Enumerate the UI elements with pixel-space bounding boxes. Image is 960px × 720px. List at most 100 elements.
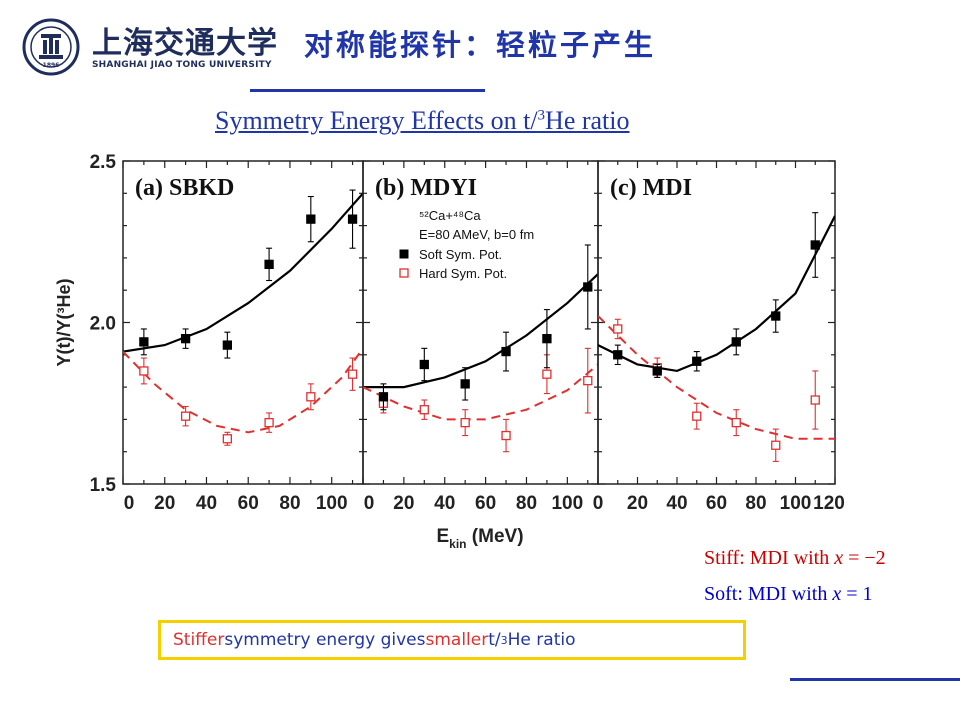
hard-point — [692, 411, 702, 421]
chart-panel-1: 0 20 40 60 80 100 (a) SBKD — [122, 160, 364, 514]
x-tick-label: 100 — [551, 493, 583, 514]
x-tick-label: 20 — [393, 493, 414, 514]
x-axis-label-unit: (MeV) — [467, 526, 524, 547]
hard-point — [264, 417, 274, 428]
hard-point — [419, 405, 429, 415]
panel-label: (c) MDI — [610, 175, 692, 201]
legend-stiff-prefix: Stiff: MDI with — [704, 547, 835, 569]
conclusion-word2: smaller — [425, 630, 489, 650]
conclusion-word1: Stiffer — [173, 630, 225, 650]
x-tick-label: 40 — [434, 493, 455, 514]
hard-point — [810, 395, 820, 405]
legend-soft-marker — [399, 249, 409, 259]
slide-subtitle: Symmetry Energy Effects on t/3He ratio — [215, 106, 630, 136]
school-name-en: SHANGHAI JIAO TONG UNIVERSITY — [92, 60, 272, 70]
chart-panel-2: 0 20 40 60 80 100 (b) MDYI — [362, 160, 599, 514]
panel-frame — [122, 160, 364, 485]
panel-frame — [597, 160, 836, 485]
title-underline — [250, 89, 485, 92]
soft-point — [583, 282, 593, 292]
x-tick-label: 60 — [706, 493, 727, 514]
soft-point — [652, 366, 662, 376]
chart-panel-3: 0 20 40 60 80 100 120 (c) MDI — [593, 160, 845, 514]
university-logo: 1896 — [22, 18, 80, 76]
hard-point — [731, 417, 741, 428]
x-tick-label: 40 — [196, 493, 217, 514]
ratio-chart: 1.5 2.0 2.5 Y(t)/Y(³He) 0 20 40 60 80 100 (a) SBKD… — [54, 152, 845, 551]
subtitle-prefix: Symmetry Energy Effects on t/ — [215, 106, 538, 135]
panel-label: (b) MDYI — [375, 175, 477, 201]
conclusion-sup: 3 — [500, 633, 508, 647]
x-tick-label: 0 — [124, 493, 135, 514]
x-tick-label: 80 — [516, 493, 537, 514]
legend-conditions: E=80 AMeV, b=0 fm — [419, 227, 534, 242]
soft-point — [771, 311, 781, 321]
footer-rule — [790, 678, 960, 681]
legend-soft: Soft: MDI with x = 1 — [704, 583, 873, 606]
legend-stiff-value: = −2 — [843, 547, 886, 569]
panel-label: (a) SBKD — [135, 175, 234, 201]
legend-hard-marker — [399, 268, 409, 278]
x-tick-label: 100 — [780, 493, 812, 514]
soft-point — [692, 356, 702, 366]
x-axis-label-sub: kin — [449, 537, 466, 551]
soft-point — [460, 379, 470, 389]
soft-point — [542, 333, 552, 344]
school-name-cn: 上海交通大学 — [92, 26, 278, 61]
soft-point — [180, 333, 191, 344]
hard-fit-curve — [598, 315, 835, 440]
x-tick-label: 40 — [666, 493, 687, 514]
x-tick-label: 0 — [364, 493, 375, 514]
legend-soft-var: x — [832, 583, 842, 605]
legend-stiff-var: x — [834, 547, 844, 569]
y-tick-label: 2.0 — [90, 314, 116, 335]
soft-point — [139, 337, 149, 347]
hard-point — [222, 434, 232, 444]
x-tick-label: 20 — [154, 493, 175, 514]
x-axis-label: Ekin (MeV) — [436, 526, 523, 551]
soft-fit-curve — [123, 192, 363, 353]
y-axis-label: Y(t)/Y(³He) — [54, 279, 74, 367]
hard-point — [501, 430, 511, 441]
conclusion-mid1: symmetry energy gives — [224, 630, 426, 650]
subtitle-suffix: He ratio — [545, 106, 630, 135]
hard-point — [460, 417, 470, 428]
x-tick-label: 100 — [316, 493, 348, 514]
soft-point — [264, 259, 274, 270]
hard-fit-curve — [123, 347, 363, 434]
legend-soft-prefix: Soft: MDI with — [704, 583, 833, 605]
soft-point — [306, 214, 316, 224]
soft-fit-curve — [363, 273, 598, 389]
conclusion-end: He ratio — [507, 630, 576, 650]
logo-year: 1896 — [43, 62, 60, 69]
hard-point — [180, 411, 191, 421]
x-tick-label: 60 — [475, 493, 496, 514]
x-tick-label: 20 — [627, 493, 648, 514]
hard-point — [347, 369, 358, 379]
x-tick-label: 80 — [745, 493, 766, 514]
x-tick-label: 0 — [593, 493, 604, 514]
subtitle-sup: 3 — [537, 107, 546, 124]
soft-fit-curve — [598, 215, 835, 373]
legend-stiff: Stiff: MDI with x = −2 — [704, 547, 886, 570]
legend-soft-label: Soft Sym. Pot. — [419, 247, 502, 262]
x-tick-label: 80 — [279, 493, 300, 514]
soft-point — [810, 240, 820, 250]
hard-fit-curve — [363, 363, 598, 421]
y-tick-label: 2.5 — [90, 152, 117, 173]
soft-point — [378, 392, 389, 402]
hard-point — [139, 366, 149, 376]
hard-point — [771, 440, 781, 450]
soft-point — [731, 337, 741, 347]
y-tick-label: 1.5 — [90, 475, 117, 496]
hard-point — [542, 369, 552, 379]
x-axis-label-main: E — [436, 526, 449, 547]
hard-point — [613, 324, 623, 334]
soft-point — [222, 340, 232, 350]
conclusion-box: Stiffer symmetry energy gives smaller t/… — [158, 620, 746, 660]
legend-soft-value: = 1 — [841, 583, 873, 605]
soft-point — [501, 346, 511, 357]
hard-point — [306, 392, 316, 402]
chart-legend: ⁵²Ca+⁴⁸Ca E=80 AMeV, b=0 fm Soft Sym. Pot.… — [399, 208, 534, 281]
legend-hard-label: Hard Sym. Pot. — [419, 266, 507, 281]
